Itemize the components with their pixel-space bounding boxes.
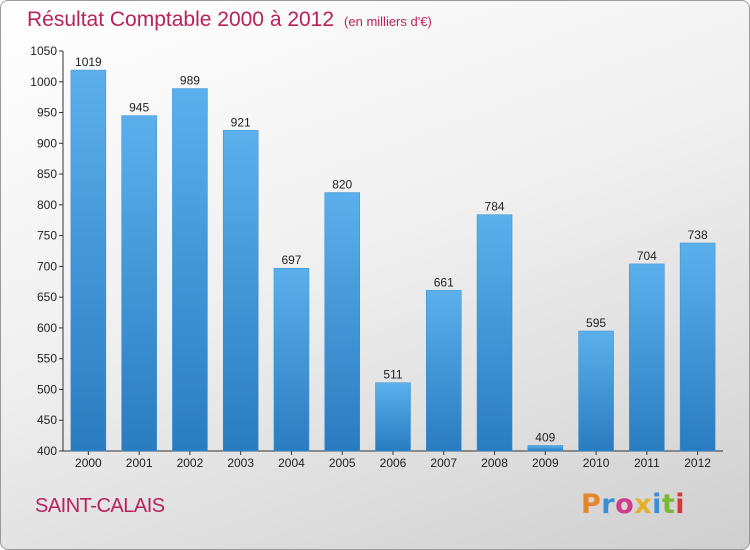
x-tick-label: 2005 <box>329 456 356 470</box>
data-label-2000: 1019 <box>75 55 102 69</box>
bar-2010 <box>578 330 614 452</box>
y-tick-label: 500 <box>37 382 57 396</box>
logo-letter: i <box>652 489 662 520</box>
bar-2007 <box>426 290 462 452</box>
chart-labels: 2000 1019 2001 945 2002 989 2003 921 2004 697 2005… <box>75 55 711 470</box>
bar-2002 <box>172 88 208 452</box>
data-label-2006: 511 <box>383 368 402 382</box>
y-tick-label: 1000 <box>30 75 57 89</box>
y-tick-label: 600 <box>37 321 57 335</box>
commune-name: SAINT-CALAIS <box>35 495 165 517</box>
chart-bars <box>70 69 716 452</box>
data-label-2008: 784 <box>485 200 505 214</box>
data-label-2010: 595 <box>586 316 606 330</box>
y-tick-label: 450 <box>37 413 57 427</box>
data-label-2011: 704 <box>637 249 657 263</box>
data-label-2005: 820 <box>332 178 352 192</box>
y-tick-label: 850 <box>37 167 57 181</box>
logo-letter: P <box>581 489 602 520</box>
title-text: Résultat Comptable 2000 à 2012 <box>27 8 335 31</box>
y-tick-label: 700 <box>37 259 57 273</box>
x-tick-label: 2003 <box>227 456 254 470</box>
x-tick-label: 2001 <box>126 456 153 470</box>
bar-2012 <box>679 242 716 452</box>
y-tick-label: 550 <box>37 352 57 366</box>
logo-letter: t <box>661 489 676 520</box>
logo-letter: r <box>601 489 616 520</box>
y-tick-label: 800 <box>37 198 57 212</box>
x-tick-label: 2010 <box>583 456 610 470</box>
logo-letter: i <box>675 489 686 520</box>
data-label-2003: 921 <box>231 115 251 129</box>
bar-2009 <box>527 445 564 452</box>
bar-2004 <box>273 267 310 452</box>
bar-2011 <box>629 263 665 452</box>
data-label-2004: 697 <box>281 253 301 267</box>
x-tick-label: 2002 <box>177 456 204 470</box>
x-tick-label: 2012 <box>684 456 711 470</box>
x-tick-label: 2004 <box>278 456 305 470</box>
data-label-2002: 989 <box>180 74 200 88</box>
x-tick-label: 2008 <box>481 456 508 470</box>
title-unit: (en milliers d'€) <box>344 14 432 29</box>
logo-letter: o <box>615 489 635 520</box>
data-label-2012: 738 <box>688 228 708 242</box>
x-tick-label: 2007 <box>430 456 457 470</box>
chart-title: Résultat Comptable 2000 à 2012 (en millie… <box>27 8 432 32</box>
bar-2005 <box>324 192 360 452</box>
y-tick-label: 900 <box>37 136 57 150</box>
y-tick-label: 1050 <box>30 44 57 58</box>
bar-2001 <box>121 115 157 452</box>
proxiti-logo: Proxiti <box>581 489 685 520</box>
y-tick-label: 750 <box>37 229 57 243</box>
logo-letter: x <box>634 489 653 520</box>
bar-2008 <box>476 214 513 452</box>
y-tick-label: 950 <box>37 106 57 120</box>
x-tick-label: 2006 <box>380 456 407 470</box>
x-tick-label: 2000 <box>75 456 102 470</box>
y-tick-label: 400 <box>37 444 57 458</box>
y-tick-label: 650 <box>37 290 57 304</box>
data-label-2009: 409 <box>535 430 555 444</box>
bar-2006 <box>375 382 411 452</box>
bar-2000 <box>70 69 107 452</box>
x-tick-label: 2011 <box>634 456 660 470</box>
x-tick-label: 2009 <box>532 456 559 470</box>
bar-2003 <box>222 130 259 452</box>
data-label-2007: 661 <box>434 275 454 289</box>
data-label-2001: 945 <box>129 101 149 115</box>
